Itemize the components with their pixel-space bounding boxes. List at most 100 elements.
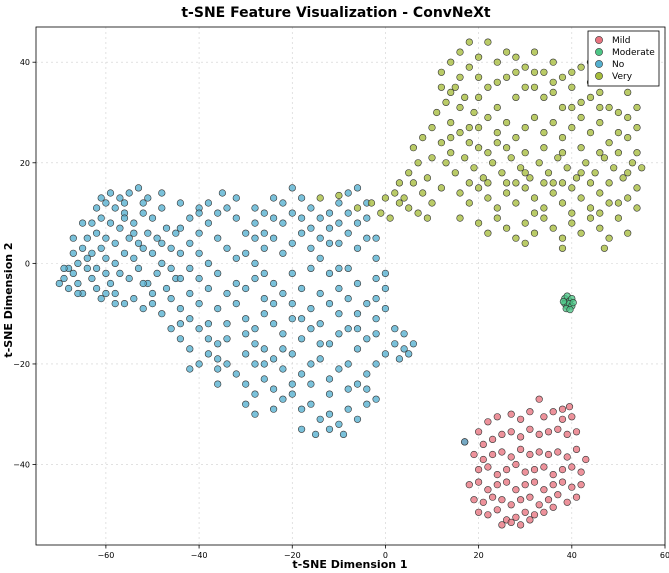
series-moderate [559, 292, 577, 314]
data-point-very [437, 139, 446, 147]
data-point-very [540, 214, 548, 222]
data-point-no [251, 410, 259, 418]
data-point-no [260, 345, 268, 353]
data-point-very [530, 68, 539, 76]
y-tick-label: −40 [13, 461, 30, 470]
data-point-mild [530, 466, 539, 474]
data-point-no [69, 249, 77, 257]
legend-label-very: Very [612, 72, 633, 82]
data-point-no [260, 310, 268, 318]
data-point-very [521, 83, 529, 91]
data-point-no [288, 350, 296, 358]
data-point-very [558, 179, 567, 187]
data-point-very [540, 129, 548, 137]
data-point-very [465, 123, 473, 132]
data-point-no [339, 430, 348, 439]
data-point-no [204, 199, 212, 207]
data-point-very [503, 73, 511, 81]
data-point-no [134, 184, 143, 192]
data-point-mild [507, 501, 515, 509]
data-point-no [232, 300, 240, 308]
data-point-no [279, 395, 287, 403]
data-point-no [260, 295, 268, 303]
data-point-mild [554, 491, 562, 499]
data-point-very [568, 103, 576, 112]
data-point-no [251, 325, 259, 333]
data-point-very [428, 123, 436, 132]
data-point-very [530, 113, 539, 122]
data-point-no [204, 335, 212, 343]
data-point-no [372, 395, 380, 403]
data-point-no [288, 300, 296, 308]
data-point-mild [554, 425, 562, 433]
data-point-mild [565, 403, 574, 411]
data-point-no [195, 325, 203, 333]
data-point-no [270, 300, 278, 308]
data-point-very [442, 98, 450, 106]
data-point-no [363, 370, 371, 378]
data-point-no [270, 355, 278, 363]
data-point-no [176, 305, 184, 313]
x-tick-label: 0 [383, 551, 388, 560]
data-point-mild [526, 450, 534, 459]
data-point-very [596, 88, 604, 96]
data-point-no [116, 224, 124, 232]
data-point-no [344, 209, 352, 217]
data-point-very [503, 189, 511, 197]
data-point-no [74, 279, 82, 288]
data-point-no [97, 244, 105, 252]
data-point-no [214, 209, 222, 217]
data-point-very [521, 149, 529, 157]
data-point-no [298, 194, 306, 202]
data-point-very [600, 244, 609, 252]
data-point-no [325, 239, 334, 247]
data-point-no [372, 330, 380, 338]
data-point-very [549, 179, 557, 187]
chart-title: t-SNE Feature Visualization - ConvNeXt [181, 5, 491, 21]
data-point-mild [568, 463, 576, 471]
legend-label-moderate: Moderate [612, 48, 655, 58]
data-point-very [475, 123, 483, 132]
data-point-mild [558, 478, 567, 486]
data-point-very [442, 159, 450, 167]
data-point-no [130, 219, 138, 227]
data-point-no [242, 284, 250, 293]
data-point-no [279, 345, 287, 353]
data-point-very [386, 214, 394, 222]
data-point-no [167, 325, 175, 333]
data-point-very [423, 174, 432, 182]
data-point-very [489, 159, 497, 167]
data-point-very [465, 199, 473, 207]
data-point-no [260, 360, 268, 368]
data-point-very [512, 134, 520, 142]
data-point-no [195, 300, 203, 308]
data-point-no [344, 295, 352, 303]
data-point-no [134, 239, 143, 247]
data-point-very [475, 184, 483, 192]
data-point-mild [535, 395, 543, 403]
data-point-no [288, 380, 296, 388]
data-point-no [167, 295, 175, 303]
data-point-no [344, 405, 352, 413]
plot-frame [35, 26, 666, 546]
data-point-mild [516, 521, 525, 529]
data-point-very [586, 129, 595, 137]
data-point-no [223, 289, 231, 298]
data-point-no [325, 300, 334, 308]
data-point-mild [507, 428, 515, 436]
data-point-very [475, 73, 483, 81]
data-point-very [475, 219, 483, 227]
data-point-mild [549, 503, 557, 511]
data-point-very [493, 139, 501, 147]
data-point-no [316, 355, 324, 363]
data-point-no [400, 345, 408, 353]
data-point-mild [526, 493, 534, 501]
data-point-no [325, 375, 334, 383]
data-point-very [405, 204, 413, 212]
data-point-very [521, 184, 529, 192]
data-point-no [242, 315, 250, 323]
data-point-no [130, 229, 138, 237]
data-point-no [353, 415, 362, 423]
data-point-mild [516, 433, 525, 441]
